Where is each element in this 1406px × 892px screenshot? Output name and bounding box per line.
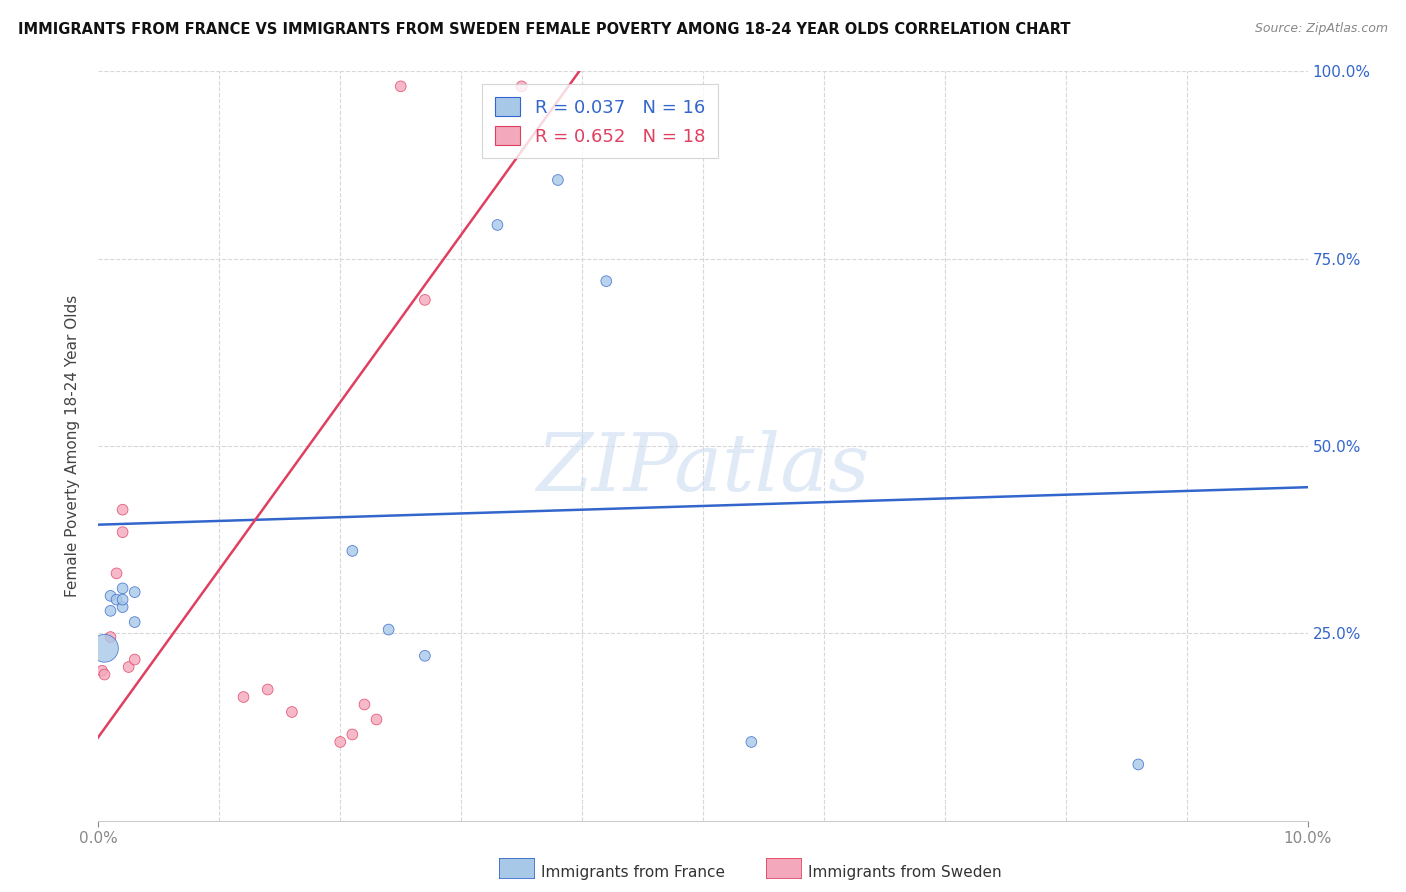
Point	[124, 585, 146, 599]
Point	[377, 623, 399, 637]
Text: IMMIGRANTS FROM FRANCE VS IMMIGRANTS FROM SWEDEN FEMALE POVERTY AMONG 18-24 YEAR: IMMIGRANTS FROM FRANCE VS IMMIGRANTS FRO…	[18, 22, 1071, 37]
Point	[342, 544, 364, 558]
Point	[256, 682, 278, 697]
Text: Immigrants from Sweden: Immigrants from Sweden	[808, 865, 1002, 880]
Point	[413, 648, 436, 663]
Point	[232, 690, 254, 704]
Point	[100, 604, 122, 618]
Point	[91, 664, 114, 678]
Point	[124, 615, 146, 629]
Point	[353, 698, 375, 712]
Text: Source: ZipAtlas.com: Source: ZipAtlas.com	[1254, 22, 1388, 36]
Point	[740, 735, 762, 749]
Point	[111, 582, 134, 596]
Point	[93, 667, 115, 681]
Point	[118, 660, 141, 674]
Point	[389, 79, 412, 94]
Point	[342, 727, 364, 741]
Point	[100, 630, 122, 644]
Point	[111, 525, 134, 540]
Point	[100, 589, 122, 603]
Point	[595, 274, 617, 288]
Point	[111, 592, 134, 607]
Point	[486, 218, 509, 232]
Text: Immigrants from France: Immigrants from France	[541, 865, 725, 880]
Point	[1128, 757, 1150, 772]
Point	[111, 600, 134, 615]
Point	[281, 705, 304, 719]
Point	[124, 652, 146, 666]
Point	[93, 641, 115, 656]
Legend: R = 0.037   N = 16, R = 0.652   N = 18: R = 0.037 N = 16, R = 0.652 N = 18	[482, 84, 717, 158]
Text: ZIPatlas: ZIPatlas	[536, 430, 870, 508]
Point	[547, 173, 569, 187]
Point	[366, 713, 388, 727]
Point	[105, 592, 128, 607]
Y-axis label: Female Poverty Among 18-24 Year Olds: Female Poverty Among 18-24 Year Olds	[65, 295, 80, 597]
Point	[510, 79, 533, 94]
Point	[105, 566, 128, 581]
Point	[111, 502, 134, 516]
Point	[413, 293, 436, 307]
Point	[329, 735, 352, 749]
